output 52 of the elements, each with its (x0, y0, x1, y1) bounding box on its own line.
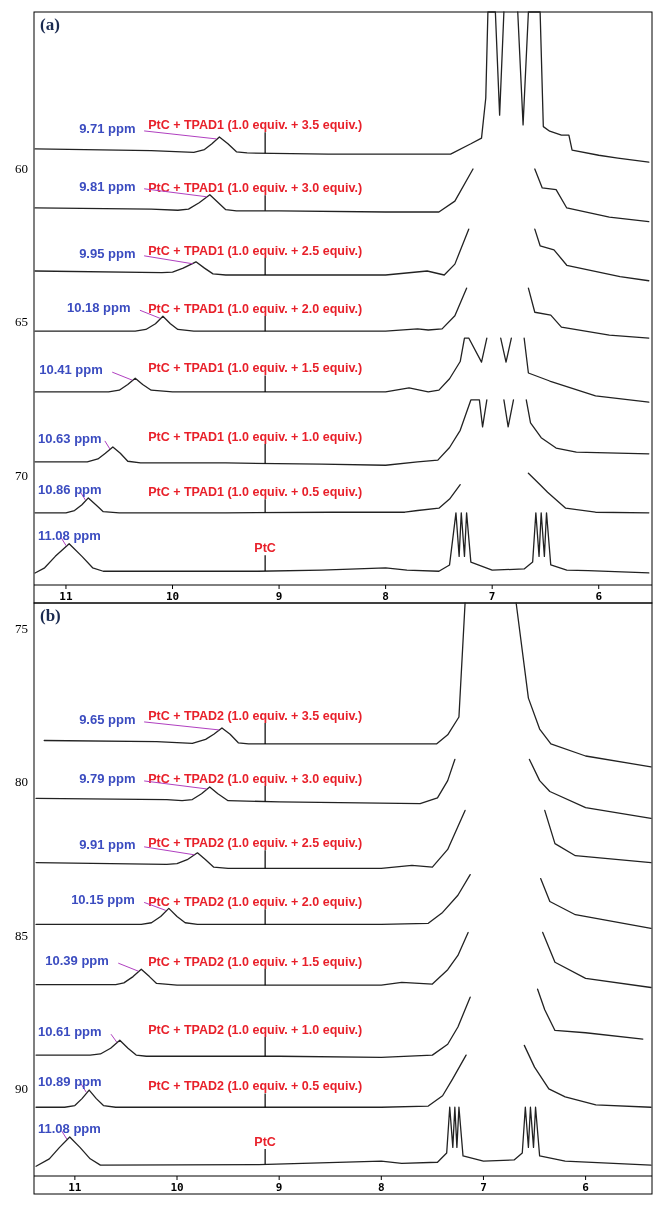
chart-title: (a) (40, 15, 60, 34)
x-tick-label: 11 (68, 1181, 82, 1194)
x-tick-label: 9 (275, 590, 283, 603)
annotation: 10.89 ppm (38, 1074, 102, 1090)
x-tick-label: 10 (165, 590, 180, 603)
annotation: 9.71 ppm (79, 120, 136, 136)
x-tick-label: 9 (275, 1181, 283, 1194)
series-label: PtC + TPAD2 (1.0 equiv. + 0.5 equiv.) (148, 1079, 363, 1094)
series-label: PtC + TPAD2 (1.0 equiv. + 1.5 equiv.) (148, 954, 363, 969)
text: 65 (15, 314, 28, 330)
annotation: 10.18 ppm (66, 300, 131, 316)
x-tick-label: 7 (480, 1181, 487, 1194)
annotation: 10.15 ppm (71, 892, 135, 908)
annotation: 10.61 ppm (38, 1024, 102, 1040)
annotation: 9.65 ppm (79, 711, 136, 727)
text: 70 (15, 467, 28, 483)
annotation: 10.39 ppm (45, 953, 109, 969)
series-label: PtC + TPAD2 (1.0 equiv. + 1.0 equiv.) (148, 1023, 363, 1038)
text: 85 (15, 927, 28, 943)
series-label: PtC + TPAD2 (1.0 equiv. + 3.0 equiv.) (148, 771, 363, 786)
annotation: 9.79 ppm (79, 770, 136, 786)
x-tick-label: 8 (382, 590, 389, 603)
series-label: PtC + TPAD2 (1.0 equiv. + 2.0 equiv.) (148, 895, 363, 910)
annotation: 11.08 ppm (38, 1121, 101, 1137)
x-tick-label: 6 (582, 1181, 590, 1194)
annotation: 9.91 ppm (79, 836, 136, 852)
x-tick-label: 11 (59, 590, 73, 603)
annotation: 10.63 ppm (38, 430, 102, 446)
annotation: 10.86 ppm (38, 481, 102, 497)
series-label: PtC + TPAD1 (1.0 equiv. + 2.5 equiv.) (148, 243, 363, 258)
text: 75 (15, 620, 28, 636)
text: 60 (15, 161, 28, 176)
series-label: PtC + TPAD1 (1.0 equiv. + 1.0 equiv.) (148, 430, 363, 445)
series-label: PtC (254, 1134, 276, 1149)
text: 90 (15, 1080, 28, 1096)
x-tick-label: 6 (595, 590, 603, 603)
series-label: PtC + TPAD1 (1.0 equiv. + 3.5 equiv.) (148, 118, 363, 133)
chart-title: (b) (40, 606, 61, 625)
series-label: PtC + TPAD2 (1.0 equiv. + 3.5 equiv.) (148, 708, 363, 723)
annotation: 9.81 ppm (79, 178, 136, 194)
series-label: PtC + TPAD1 (1.0 equiv. + 2.0 equiv.) (148, 302, 363, 316)
annotation: 9.95 ppm (79, 245, 136, 261)
x-tick-label: 8 (377, 1181, 385, 1194)
annotation: 10.41 ppm (39, 362, 103, 378)
series-label: PtC + TPAD1 (1.0 equiv. + 0.5 equiv.) (148, 485, 363, 500)
x-tick-label: 7 (488, 590, 496, 603)
series-label: PtC + TPAD2 (1.0 equiv. + 2.5 equiv.) (148, 836, 363, 851)
series-label: PtC + TPAD1 (1.0 equiv. + 1.5 equiv.) (148, 361, 363, 376)
series-label: PtC (254, 541, 276, 556)
annotation: 11.08 ppm (38, 527, 101, 543)
x-tick-label: 10 (170, 1181, 184, 1194)
text: 80 (15, 774, 28, 790)
